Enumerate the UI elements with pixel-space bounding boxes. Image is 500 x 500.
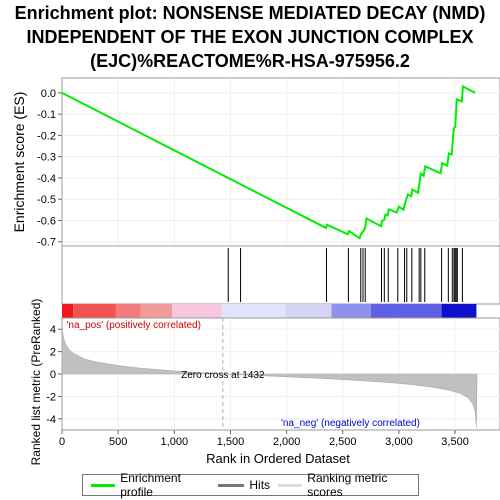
legend-item-ranking: Ranking metric scores bbox=[278, 471, 418, 499]
x-tick-label: 500 bbox=[109, 436, 127, 448]
rank-ytick-label: 2 bbox=[50, 347, 56, 359]
rank-color-segment bbox=[73, 304, 116, 318]
x-tick-label: 0 bbox=[59, 436, 65, 448]
x-tick-label: 1,000 bbox=[161, 436, 189, 448]
x-tick-label: 3,500 bbox=[441, 436, 469, 448]
rank-color-segment bbox=[172, 304, 222, 318]
es-ytick-label: -0.6 bbox=[37, 215, 56, 227]
rank-ytick-label: -2 bbox=[46, 391, 56, 403]
es-ytick-label: -0.3 bbox=[37, 152, 56, 164]
zero-cross-label: Zero cross at 1432 bbox=[181, 370, 265, 381]
legend-swatch-enrichment bbox=[91, 483, 116, 487]
rank-ytick-label: 0 bbox=[50, 369, 56, 381]
enrichment-profile-line bbox=[61, 84, 476, 240]
es-ytick-label: -0.5 bbox=[37, 194, 56, 206]
title-line-3: (EJC)%REACTOME%R-HSA-975956.2 bbox=[90, 51, 410, 71]
es-ytick-label: 0.0 bbox=[41, 88, 56, 100]
rank-color-segment bbox=[441, 304, 477, 318]
legend-swatch-hits bbox=[218, 483, 245, 487]
legend-label-hits: Hits bbox=[249, 478, 271, 492]
ranking-metric-area bbox=[61, 326, 478, 428]
rank-color-segment bbox=[140, 304, 173, 318]
hits-panel-frame bbox=[61, 245, 500, 305]
legend-label-enrichment: Enrichment profile bbox=[120, 471, 181, 499]
rank-color-segment bbox=[331, 304, 371, 318]
neg-correlated-label: 'na_neg' (negatively correlated) bbox=[281, 418, 420, 429]
legend-swatch-ranking bbox=[278, 483, 303, 487]
es-y-axis-title: Enrichment score (ES) bbox=[11, 92, 27, 233]
rank-color-segment bbox=[62, 304, 74, 318]
rank-ytick-label: -4 bbox=[46, 414, 56, 426]
es-ytick-label: -0.7 bbox=[37, 237, 56, 249]
rank-y-axis-title: Ranked list metric (PreRanked) bbox=[29, 299, 43, 466]
enrichment-chart: 0.0 -0.1 -0.2 -0.3 -0.4 -0.5 -0.6 -0.7 Enrichmen… bbox=[11, 77, 500, 466]
x-tick-label: 2,000 bbox=[273, 436, 301, 448]
es-ytick-label: -0.1 bbox=[37, 109, 56, 121]
title-line-2: INDEPENDENT OF THE EXON JUNCTION COMPLEX bbox=[26, 27, 474, 47]
rank-color-segment bbox=[221, 304, 286, 318]
es-panel-frame bbox=[61, 77, 500, 247]
x-tick-label: 1,500 bbox=[217, 436, 245, 448]
rank-ytick-label: 4 bbox=[50, 324, 56, 336]
rank-color-segment bbox=[285, 304, 332, 318]
es-ytick-label: -0.2 bbox=[37, 130, 56, 142]
es-ytick-label: -0.4 bbox=[37, 173, 56, 185]
legend-label-ranking: Ranking metric scores bbox=[307, 471, 388, 499]
pos-correlated-label: 'na_pos' (positively correlated) bbox=[66, 320, 200, 331]
legend: Enrichment profile Hits Ranking metric s… bbox=[82, 471, 419, 499]
x-tick-label: 2,500 bbox=[329, 436, 357, 448]
rank-color-segment bbox=[115, 304, 141, 318]
legend-item-hits: Hits bbox=[218, 478, 270, 492]
rank-color-segment bbox=[370, 304, 442, 318]
legend-item-enrichment: Enrichment profile bbox=[91, 471, 210, 499]
title-line-1: Enrichment plot: NONSENSE MEDIATED DECAY… bbox=[14, 3, 486, 23]
x-axis-title: Rank in Ordered Dataset bbox=[206, 451, 350, 466]
x-tick-label: 3,000 bbox=[385, 436, 413, 448]
